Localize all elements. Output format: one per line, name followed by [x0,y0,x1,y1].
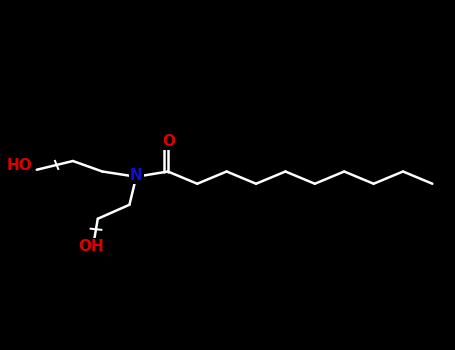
Text: N: N [130,168,142,183]
Text: OH: OH [78,239,104,254]
Text: HO: HO [6,158,32,173]
Text: O: O [162,134,175,149]
